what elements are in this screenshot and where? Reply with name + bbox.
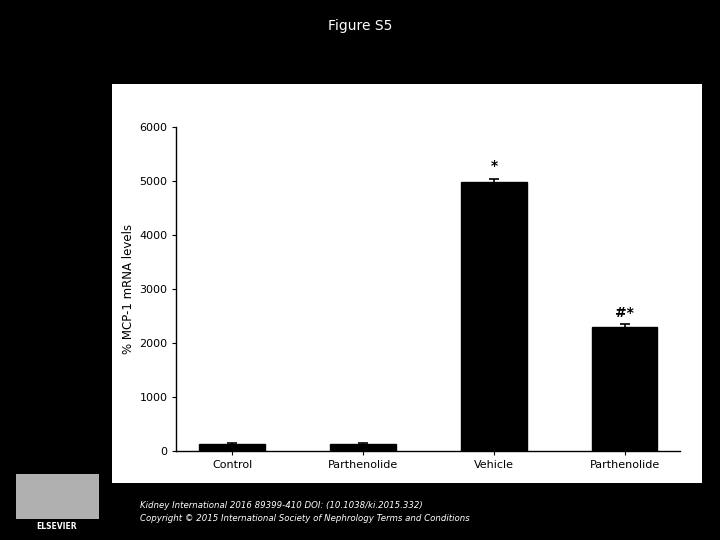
Bar (199, 444, 265, 451)
Bar (330, 444, 396, 451)
Text: Copyright © 2015 International Society of Nephrology Terms and Conditions: Copyright © 2015 International Society o… (140, 514, 470, 523)
Text: ELSEVIER: ELSEVIER (37, 522, 77, 531)
Text: Figure S5: Figure S5 (328, 19, 392, 33)
Bar (592, 327, 657, 451)
Y-axis label: % MCP-1 mRNA levels: % MCP-1 mRNA levels (122, 224, 135, 354)
Text: TWEAK: TWEAK (536, 525, 583, 538)
Bar (461, 182, 526, 451)
Text: Kidney International 2016 89399-410 DOI: (10.1038/ki.2015.332): Kidney International 2016 89399-410 DOI:… (140, 501, 423, 510)
Text: #*: #* (616, 306, 634, 320)
Text: *: * (490, 159, 498, 173)
